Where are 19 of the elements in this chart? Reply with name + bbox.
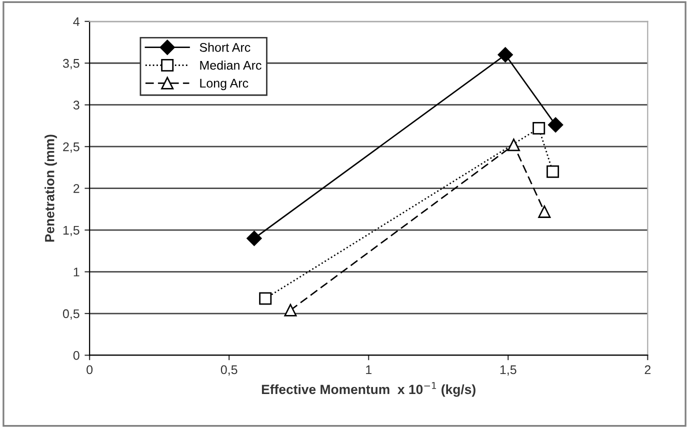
y-tick-label: 0	[73, 351, 80, 360]
x-tick-label: 2	[644, 365, 651, 374]
y-tick-label: 3	[73, 100, 80, 110]
x-tick-label: 0	[86, 365, 93, 374]
y-tick-label: 1	[74, 268, 80, 276]
y-tick-label: 4	[73, 17, 80, 26]
y-tick-label: 2,5	[63, 142, 80, 153]
y-tick-label: 2	[74, 184, 80, 193]
legend-label: Long Arc	[200, 78, 248, 90]
y-tick-label: 3,5	[62, 58, 80, 70]
x-tick-label: 1	[366, 365, 372, 374]
y-tick-label: 0,5	[62, 309, 80, 320]
y-tick-label: 1,5	[63, 226, 80, 236]
legend-label: Median Arc	[200, 60, 262, 70]
legend-label: Short Arc	[200, 42, 250, 52]
x-tick-label: 0,5	[220, 365, 238, 376]
x-tick-label: 1,5	[500, 365, 516, 376]
y-axis-title: Penetration (mm)	[44, 134, 57, 242]
x-axis-title: Effective Momentum x 10$^{−1}$ (kg/s)	[262, 382, 476, 397]
